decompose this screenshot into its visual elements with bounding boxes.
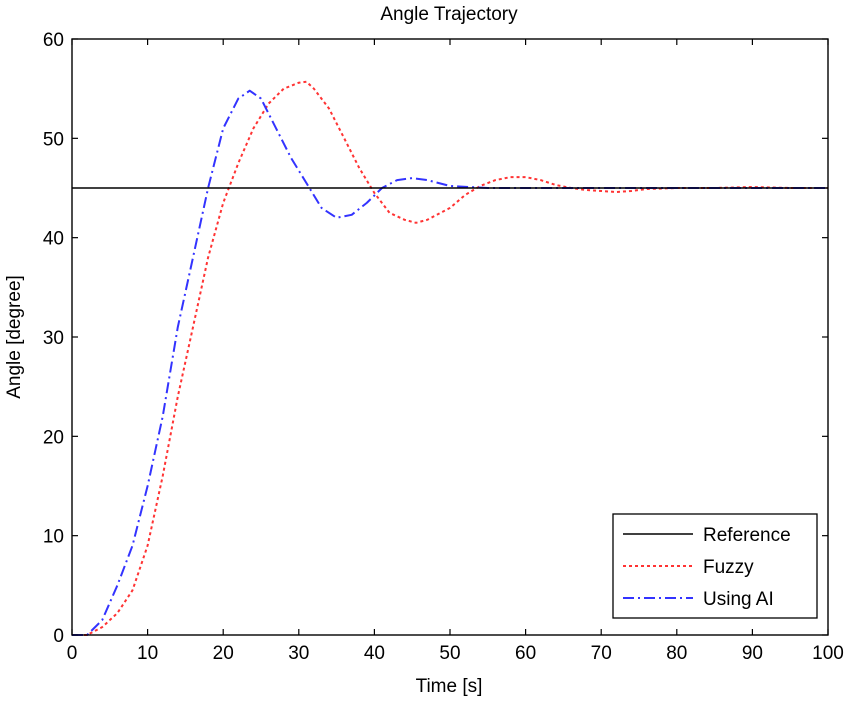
x-tick-label: 10 [137, 643, 158, 664]
legend-label: Fuzzy [703, 557, 754, 578]
x-tick-label: 20 [213, 643, 234, 664]
legend-label: Reference [703, 525, 791, 546]
legend-label: Using AI [703, 589, 774, 610]
ticks-layer [71, 38, 829, 636]
x-tick-label: 50 [439, 643, 460, 664]
x-axis-label: Time [s] [416, 676, 483, 697]
x-tick-label: 90 [742, 643, 763, 664]
y-tick-label: 30 [43, 328, 64, 349]
x-tick-label: 80 [666, 643, 687, 664]
series-layer [72, 80, 828, 636]
series-line-using-ai [72, 89, 828, 636]
y-tick-label: 10 [43, 527, 64, 548]
tick-labels: 0 10 20 30 40 50 60 70 80 90 100 0 10 20 30 40 50 60 [43, 30, 844, 664]
y-tick-label: 60 [43, 30, 64, 51]
series-line-fuzzy [72, 80, 828, 636]
x-tick-label: 0 [67, 643, 78, 664]
y-axis-label: Angle [degree] [4, 275, 25, 399]
x-tick-label: 70 [591, 643, 612, 664]
y-tick-label: 50 [43, 129, 64, 150]
chart-title: Angle Trajectory [380, 4, 518, 25]
x-tick-label: 30 [288, 643, 309, 664]
y-tick-label: 0 [53, 626, 64, 647]
y-tick-label: 40 [43, 229, 64, 250]
x-tick-label: 60 [515, 643, 536, 664]
x-tick-label: 100 [812, 643, 844, 664]
y-tick-label: 20 [43, 427, 64, 448]
x-tick-label: 40 [364, 643, 385, 664]
legend: Reference Fuzzy Using AI [612, 513, 818, 619]
